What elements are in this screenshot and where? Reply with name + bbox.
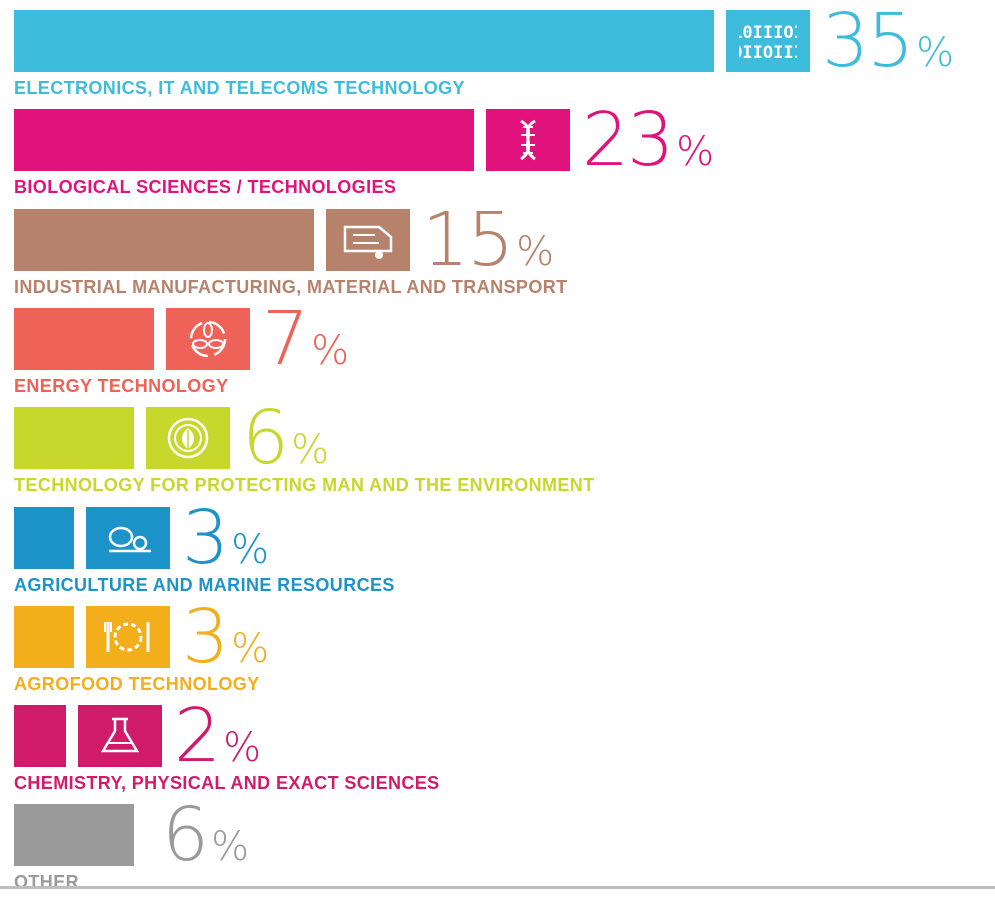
percent-sign: % [291, 427, 330, 474]
percent-sign: % [516, 228, 555, 275]
bar-row-agrofood-technology: 3% AGROFOOD TECHNOLOGY [0, 600, 995, 706]
leaf-icon [146, 407, 230, 470]
value-label: 7% [262, 302, 349, 388]
value-label: 3% [182, 501, 269, 587]
percent-sign: % [223, 725, 262, 772]
bar-row-chemistry-physical-and-exact-sciences: 2% CHEMISTRY, PHYSICAL AND EXACT SCIENCES [0, 699, 995, 805]
bar [14, 10, 714, 72]
bar-row-electronics-it-and-telecoms-technology: 10IIIOIOIIOIII35%ELECTRONICS, IT AND TEL… [0, 4, 995, 110]
value-number: 6 [162, 792, 209, 879]
percent-sign: % [311, 327, 350, 374]
percent-sign: % [231, 625, 270, 672]
plate-cutlery-icon [86, 605, 170, 668]
category-label: AGROFOOD TECHNOLOGY [14, 673, 260, 694]
bar [14, 109, 474, 172]
percent-sign: % [211, 824, 250, 871]
category-label: INDUSTRIAL MANUFACTURING, MATERIAL AND T… [14, 276, 568, 297]
bar-row-biological-sciences-technologies: 23% BIOLOGICAL SCIENCES / TECHNOLOGIES [0, 103, 995, 209]
svg-text:OIIOIII: OIIOIII [739, 43, 797, 63]
category-label: TECHNOLOGY FOR PROTECTING MAN AND THE EN… [14, 475, 595, 496]
percent-sign: % [916, 30, 955, 76]
category-label: OTHER [14, 872, 79, 893]
binary-code-icon: 10IIIOIOIIOIII [726, 10, 810, 72]
bottom-divider [0, 886, 995, 889]
energy-cycle-icon [166, 307, 250, 370]
category-label: ENERGY TECHNOLOGY [14, 375, 229, 396]
value-number: 35 [822, 0, 914, 84]
bar [14, 705, 66, 768]
value-label: 15% [422, 203, 554, 289]
truck-icon [326, 208, 410, 271]
value-label: 6% [162, 798, 249, 884]
flask-icon [78, 705, 162, 768]
category-label: CHEMISTRY, PHYSICAL AND EXACT SCIENCES [14, 773, 440, 794]
svg-text:10IIIOI: 10IIIOI [739, 23, 797, 43]
value-number: 7 [262, 295, 309, 382]
bar [14, 605, 74, 668]
value-number: 3 [182, 593, 229, 680]
value-label: 23% [582, 103, 714, 189]
bar-row-other: 6% OTHER [0, 798, 995, 904]
value-label: 2% [174, 699, 261, 785]
marine-creature-icon [86, 506, 170, 569]
bar-row-industrial-manufacturing-material-and-transport: 15% INDUSTRIAL MANUFACTURING, MATERIAL AN… [0, 203, 995, 309]
value-number: 15 [422, 196, 514, 283]
bar [14, 804, 134, 867]
category-label: AGRICULTURE AND MARINE RESOURCES [14, 574, 395, 595]
bar [14, 407, 134, 470]
value-number: 3 [182, 494, 229, 581]
value-label: 6% [242, 401, 329, 487]
bar-row-agriculture-and-marine-resources: 3% AGRICULTURE AND MARINE RESOURCES [0, 501, 995, 607]
bar-row-technology-for-protecting-man-and-the-environment: 6% TECHNOLOGY FOR PROTECTING MAN AND THE … [0, 401, 995, 507]
value-label: 3% [182, 600, 269, 686]
bar [14, 208, 314, 271]
value-number: 6 [242, 395, 289, 482]
value-label: 35% [822, 4, 954, 90]
category-label: BIOLOGICAL SCIENCES / TECHNOLOGIES [14, 177, 397, 198]
dna-icon [486, 109, 570, 172]
category-label: ELECTRONICS, IT AND TELECOMS TECHNOLOGY [14, 78, 465, 98]
bar [14, 307, 154, 370]
percent-sign: % [231, 526, 270, 573]
value-number: 23 [582, 97, 674, 184]
bar-row-energy-technology: 7% ENERGY TECHNOLOGY [0, 302, 995, 408]
bar [14, 506, 74, 569]
percent-sign: % [676, 129, 715, 176]
value-number: 2 [174, 693, 221, 780]
